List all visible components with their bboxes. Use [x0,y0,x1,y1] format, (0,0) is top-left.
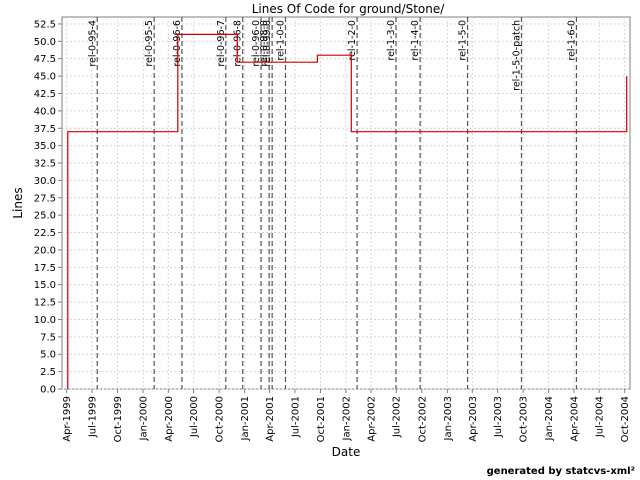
release-marker-label: rel-0-98-0 [259,20,270,67]
release-marker-label: rel-1-5-0 [458,20,469,61]
release-marker-label: rel-1-5-0-patch [511,20,522,91]
release-marker-label: rel-0-96-0 [251,20,262,67]
x-axis-label: Date [332,445,361,459]
release-marker-label: rel-0-99-0 [262,20,273,67]
x-tick-label: Oct-2003 [519,396,530,442]
y-tick-label: 30.0 [34,176,56,187]
x-tick-label: Apr-1999 [62,396,73,442]
y-tick-label: 12.5 [34,298,56,309]
y-tick-label: 22.5 [34,228,56,239]
release-marker-label: rel-1-6-0 [566,20,577,61]
x-tick-label: Apr-2004 [569,396,580,442]
y-tick-label: 25.0 [34,211,56,222]
y-tick-label: 10.0 [34,315,56,326]
x-tick-label: Oct-2001 [316,396,327,442]
x-tick-label: Oct-2004 [620,396,631,442]
y-tick-label: 35.0 [34,141,56,152]
y-tick-label: 2.5 [40,367,56,378]
x-tick-label: Oct-1999 [113,396,124,442]
y-tick-label: 20.0 [34,245,56,256]
x-tick-label: Jul-2004 [595,396,606,438]
y-tick-label: 15.0 [34,280,56,291]
x-tick-label: Jan-2002 [342,396,353,441]
release-marker-label: rel-0-95-4 [87,20,98,67]
y-tick-label: 45.0 [34,72,56,83]
series-layer [67,33,628,389]
release-marker-label: rel-1-4-0 [410,20,421,61]
y-tick-label: 0.0 [40,385,56,396]
x-tick-label: Jul-2000 [189,396,200,438]
generator-credit: generated by statcvs-xml² [487,466,635,477]
y-tick-label: 47.5 [34,54,56,65]
x-tick-label: Oct-2002 [417,396,428,442]
release-marker-label: rel-0-96-8 [233,20,244,67]
grid-layer [62,17,630,390]
release-marker-label: rel-1-3-0 [386,20,397,61]
x-tick-label: Jul-1999 [87,396,98,438]
y-tick-label: 40.0 [34,106,56,117]
y-axis-label: Lines [11,187,25,218]
y-tick-label: 50.0 [34,37,56,48]
y-axis-ticks: 0.0 2.5 5.0 7.5 10.0 12.5 15.0 17.5 20.0 22.5 25.0… [34,19,62,396]
x-tick-label: Jan-2003 [443,396,454,441]
x-axis-ticks: Apr-1999 Jul-1999 Oct-1999 Jan-2000 Apr-2000… [62,389,631,442]
y-tick-label: 5.0 [40,350,56,361]
release-marker-label: rel-0-95-5 [144,20,155,67]
loc-series-line [67,33,628,389]
y-tick-label: 37.5 [34,124,56,135]
y-tick-label: 7.5 [40,332,56,343]
release-marker-label: rel-1-0-0 [275,20,286,61]
x-tick-label: Jan-2001 [240,396,251,441]
y-tick-label: 27.5 [34,193,56,204]
y-tick-label: 42.5 [34,89,56,100]
x-tick-label: Jan-2000 [139,396,150,441]
y-tick-label: 52.5 [34,19,56,30]
release-marker-label: rel-0-96-7 [216,20,227,67]
x-tick-label: Jul-2003 [493,396,504,438]
release-marker-label: rel-1-2-0 [347,20,358,61]
y-tick-label: 17.5 [34,263,56,274]
x-tick-label: Apr-2001 [265,396,276,442]
chart-title: Lines Of Code for ground/Stone/ [252,2,446,16]
x-tick-label: Apr-2002 [366,396,377,442]
x-tick-label: Oct-2000 [215,396,226,442]
x-tick-label: Jul-2002 [392,396,403,438]
x-tick-label: Jul-2001 [290,396,301,438]
y-tick-label: 32.5 [34,159,56,170]
x-tick-label: Jan-2004 [544,396,555,441]
x-tick-label: Apr-2003 [468,396,479,442]
x-tick-label: Apr-2000 [164,396,175,442]
